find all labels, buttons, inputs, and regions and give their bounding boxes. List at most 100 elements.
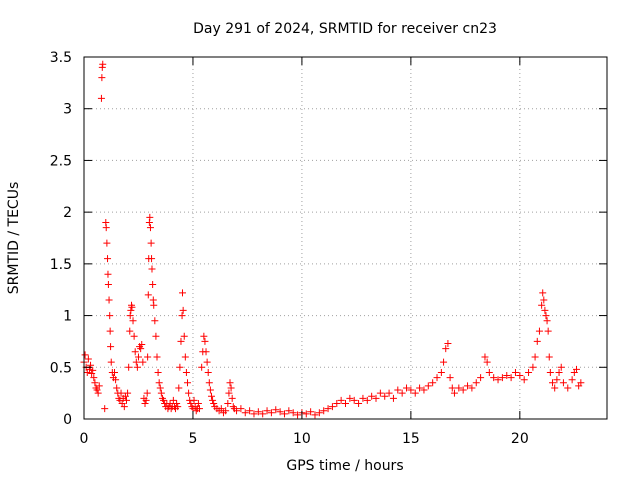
data-point <box>153 353 161 361</box>
data-point <box>545 353 553 361</box>
data-point <box>178 312 186 320</box>
data-point <box>359 394 367 402</box>
data-point <box>222 407 230 415</box>
data-point <box>411 389 419 397</box>
y-tick-label: 0.5 <box>50 360 72 376</box>
data-point <box>320 407 328 415</box>
data-point <box>444 339 452 347</box>
data-point <box>106 327 114 335</box>
data-point <box>385 389 393 397</box>
data-point <box>129 317 137 325</box>
data-point <box>88 369 96 377</box>
data-point <box>507 374 515 382</box>
data-point <box>490 374 498 382</box>
data-point <box>179 306 187 314</box>
data-point <box>132 358 140 366</box>
data-point <box>205 379 213 387</box>
data-point <box>263 407 271 415</box>
y-tick-label: 1.5 <box>50 257 72 273</box>
data-point <box>148 255 156 263</box>
data-point <box>206 386 214 394</box>
data-point <box>127 306 135 314</box>
data-point <box>267 409 275 417</box>
data-point <box>98 74 106 82</box>
data-point <box>572 365 580 373</box>
data-point <box>150 301 158 309</box>
data-point <box>209 396 217 404</box>
data-point <box>363 396 371 404</box>
data-point <box>180 332 188 340</box>
y-tick-label: 2 <box>63 205 72 221</box>
data-point <box>455 384 463 392</box>
x-tick-label: 5 <box>188 431 197 447</box>
data-point <box>130 332 138 340</box>
data-point <box>124 389 132 397</box>
data-point <box>250 410 258 418</box>
y-tick-label: 3 <box>63 102 72 118</box>
data-point <box>194 399 202 407</box>
data-point <box>538 301 546 309</box>
data-point <box>259 410 267 418</box>
data-point <box>177 337 185 345</box>
data-point <box>525 368 533 376</box>
data-point <box>190 396 198 404</box>
data-point <box>139 358 147 366</box>
data-point <box>107 358 115 366</box>
data-point <box>198 363 206 371</box>
data-point <box>201 337 209 345</box>
data-point <box>169 396 177 404</box>
data-point <box>557 363 565 371</box>
data-point <box>472 379 480 387</box>
data-point <box>416 384 424 392</box>
gridlines <box>84 57 607 419</box>
data-point <box>143 389 151 397</box>
data-point <box>103 239 111 247</box>
data-point <box>149 281 157 289</box>
data-point <box>564 384 572 392</box>
data-point <box>210 399 218 407</box>
data-point <box>227 384 235 392</box>
data-point <box>398 389 406 397</box>
data-point <box>138 341 146 349</box>
data-point <box>203 358 211 366</box>
data-point <box>182 368 190 376</box>
data-point <box>424 382 432 390</box>
data-point <box>289 409 297 417</box>
data-point <box>174 403 182 411</box>
data-point <box>225 389 233 397</box>
chart-title: Day 291 of 2024, SRMTID for receiver cn2… <box>193 21 497 37</box>
data-point <box>104 255 112 263</box>
data-point <box>529 363 537 371</box>
data-point <box>450 389 458 397</box>
data-point <box>217 405 225 413</box>
data-point <box>381 392 389 400</box>
data-point <box>481 353 489 361</box>
data-point <box>144 353 152 361</box>
y-tick-label: 3.5 <box>50 50 72 66</box>
data-point <box>477 374 485 382</box>
data-point <box>285 407 293 415</box>
data-point <box>254 408 262 416</box>
x-tick-label: 20 <box>511 431 529 447</box>
data-point <box>535 327 543 335</box>
data-point <box>540 296 548 304</box>
data-point <box>494 376 502 384</box>
data-point <box>280 410 288 418</box>
data-point <box>511 368 519 376</box>
data-point <box>553 376 561 384</box>
x-axis-label: GPS time / hours <box>286 458 403 474</box>
data-point <box>546 368 554 376</box>
data-point <box>99 60 107 68</box>
data-point <box>403 384 411 392</box>
data-point <box>376 389 384 397</box>
data-point <box>337 396 345 404</box>
data-point <box>144 291 152 299</box>
data-point <box>276 408 284 416</box>
data-point <box>128 303 136 311</box>
data-point <box>559 379 567 387</box>
data-point <box>117 389 125 397</box>
data-point <box>355 399 363 407</box>
data-point <box>544 327 552 335</box>
